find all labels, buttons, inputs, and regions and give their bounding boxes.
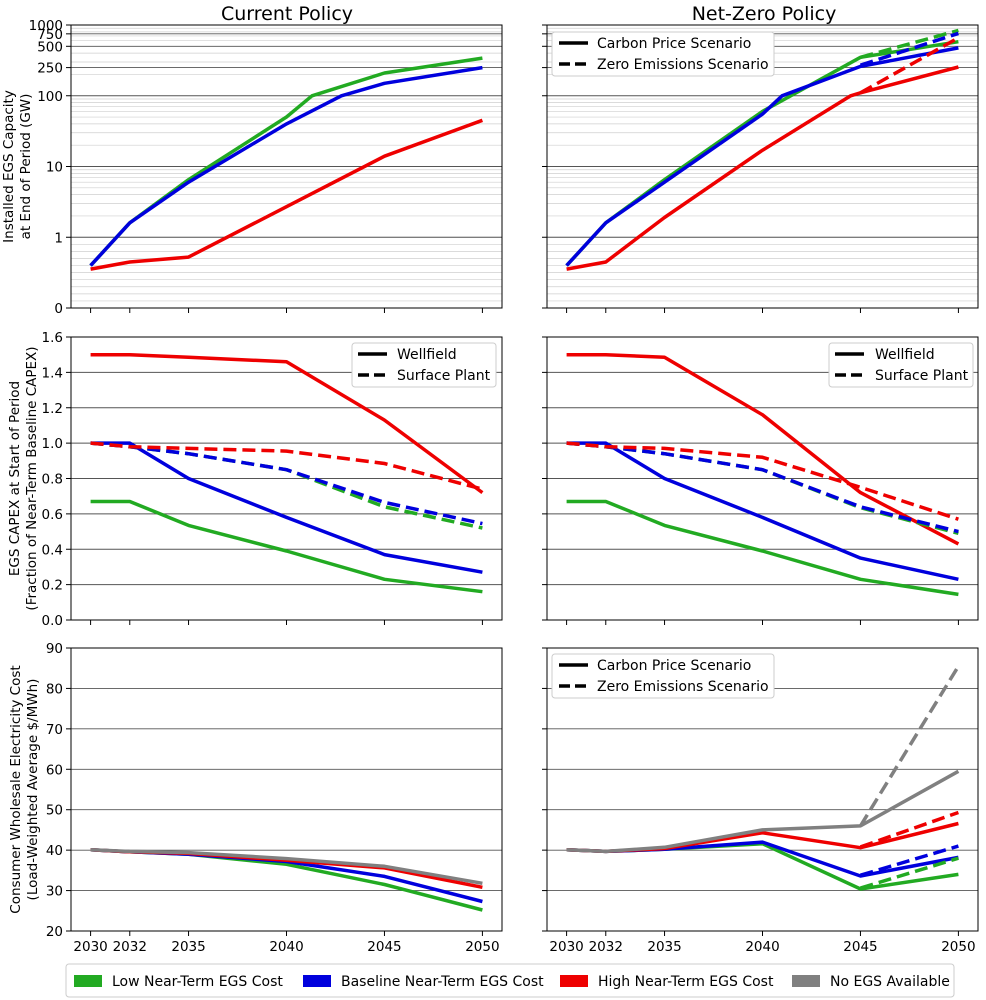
y-tick-label: 0 bbox=[54, 301, 63, 317]
y-axis-label: (Fraction of Near-Term Baseline CAPEX) bbox=[24, 346, 40, 610]
y-tick-label: 10 bbox=[46, 160, 63, 176]
series-line bbox=[566, 840, 959, 878]
x-tick-label: 2032 bbox=[589, 939, 623, 955]
column-title-netzero: Net-Zero Policy bbox=[692, 3, 837, 25]
legend-item-high: High Near-Term EGS Cost bbox=[598, 974, 774, 990]
y-axis-label: at End of Period (GW) bbox=[18, 94, 34, 240]
legend-dashed-label: Zero Emissions Scenario bbox=[597, 679, 769, 695]
legend-swatch-low bbox=[74, 975, 102, 987]
column-title-current: Current Policy bbox=[221, 3, 353, 25]
legend-item-baseline: Baseline Near-Term EGS Cost bbox=[341, 974, 544, 990]
x-tick-label: 2040 bbox=[269, 939, 303, 955]
y-tick-label: 0.2 bbox=[42, 578, 63, 594]
legend-item-no-egs: No EGS Available bbox=[830, 974, 950, 990]
series-line bbox=[90, 847, 483, 886]
y-axis-label: Installed EGS Capacity bbox=[1, 90, 17, 243]
legend-cost-netzero: Carbon Price Scenario Zero Emissions Sce… bbox=[551, 653, 775, 699]
legend-dashed-label: Zero Emissions Scenario bbox=[597, 57, 769, 73]
legend-capex-current: Wellfield Surface Plant bbox=[351, 342, 497, 388]
legend-solid-label: Carbon Price Scenario bbox=[597, 658, 751, 674]
series-line bbox=[860, 844, 959, 877]
chart-capex-netzero bbox=[542, 336, 979, 625]
series-line bbox=[566, 352, 960, 546]
x-tick-label: 2050 bbox=[465, 939, 499, 955]
x-tick-label: 2045 bbox=[367, 939, 401, 955]
y-tick-label: 70 bbox=[46, 722, 63, 738]
x-tick-label: 2040 bbox=[745, 939, 779, 955]
series-line bbox=[90, 118, 484, 271]
legend-dashed-label: Surface Plant bbox=[397, 368, 491, 384]
x-tick-label: 2035 bbox=[647, 939, 681, 955]
x-tick-label: 2050 bbox=[941, 939, 975, 955]
y-tick-label: 30 bbox=[46, 884, 63, 900]
series-line bbox=[566, 821, 959, 854]
y-tick-label: 750 bbox=[37, 27, 63, 43]
legend-dashed-label: Surface Plant bbox=[875, 368, 969, 384]
series-line bbox=[566, 441, 959, 582]
y-tick-label: 60 bbox=[46, 762, 63, 778]
y-axis-label: EGS CAPEX at Start of Period bbox=[7, 381, 23, 576]
legend-capex-netzero: Wellfield Surface Plant bbox=[828, 342, 974, 388]
x-tick-label: 2032 bbox=[113, 939, 147, 955]
chart-cost-netzero: 2030 2032 2035 2040 2045 2050 bbox=[542, 647, 979, 955]
y-tick-label: 1 bbox=[54, 230, 63, 246]
legend-solid-label: Wellfield bbox=[875, 347, 935, 363]
series-line bbox=[90, 352, 484, 495]
y-tick-label: 40 bbox=[46, 843, 63, 859]
y-tick-label: 500 bbox=[37, 39, 63, 55]
series-line bbox=[89, 65, 483, 267]
series-line bbox=[90, 441, 483, 574]
y-tick-label: 0.8 bbox=[42, 472, 63, 488]
series-line bbox=[90, 441, 483, 491]
y-tick-label: 100 bbox=[37, 89, 63, 105]
series-line bbox=[566, 769, 960, 854]
y-tick-label: 0.6 bbox=[42, 507, 63, 523]
y-tick-label: 80 bbox=[46, 681, 63, 697]
y-tick-label: 0.4 bbox=[42, 542, 63, 558]
series-line bbox=[565, 46, 959, 267]
series-line bbox=[89, 56, 483, 267]
y-tick-label: 20 bbox=[46, 924, 63, 940]
legend-swatch-high bbox=[560, 975, 588, 987]
y-tick-label: 1000 bbox=[29, 18, 63, 34]
y-tick-label: 1.0 bbox=[42, 436, 63, 452]
y-tick-label: 1.4 bbox=[42, 365, 63, 381]
legend-capacity-netzero: Carbon Price Scenario Zero Emissions Sce… bbox=[551, 31, 775, 77]
x-tick-label: 2035 bbox=[171, 939, 205, 955]
legend-item-low: Low Near-Term EGS Cost bbox=[112, 974, 283, 990]
y-tick-label: 0.0 bbox=[42, 613, 63, 629]
bottom-legend: Low Near-Term EGS Cost Baseline Near-Ter… bbox=[65, 963, 955, 998]
series-line bbox=[566, 499, 959, 597]
y-tick-label: 90 bbox=[46, 641, 63, 657]
x-tick-label: 2030 bbox=[73, 939, 107, 955]
series-line bbox=[859, 665, 960, 827]
series-line bbox=[566, 441, 959, 521]
legend-swatch-baseline bbox=[303, 975, 331, 987]
legend-solid-label: Wellfield bbox=[397, 347, 457, 363]
series-line bbox=[860, 28, 959, 59]
y-axis-label: (Load-Weighted Average $/MWh) bbox=[25, 679, 41, 901]
x-tick-label: 2030 bbox=[549, 939, 583, 955]
legend-solid-label: Carbon Price Scenario bbox=[597, 36, 751, 52]
series-line bbox=[90, 847, 483, 890]
series-line bbox=[566, 65, 959, 271]
y-tick-label: 50 bbox=[46, 803, 63, 819]
y-tick-label: 1.2 bbox=[42, 401, 63, 417]
chart-capex-current: 0.0 0.2 0.4 0.6 0.8 1.0 1.2 1.4 1.6 EGS CAPEX at … bbox=[7, 330, 503, 629]
x-tick-label: 2045 bbox=[843, 939, 877, 955]
y-tick-label: 250 bbox=[37, 61, 63, 77]
series-line bbox=[90, 499, 483, 594]
y-tick-label: 1.6 bbox=[42, 330, 63, 346]
legend-swatch-no-egs bbox=[792, 975, 820, 987]
series-line bbox=[859, 810, 959, 849]
series-line bbox=[859, 31, 959, 67]
series-line bbox=[859, 856, 959, 890]
y-axis-label: Consumer Wholesale Electricity Cost bbox=[8, 665, 24, 913]
